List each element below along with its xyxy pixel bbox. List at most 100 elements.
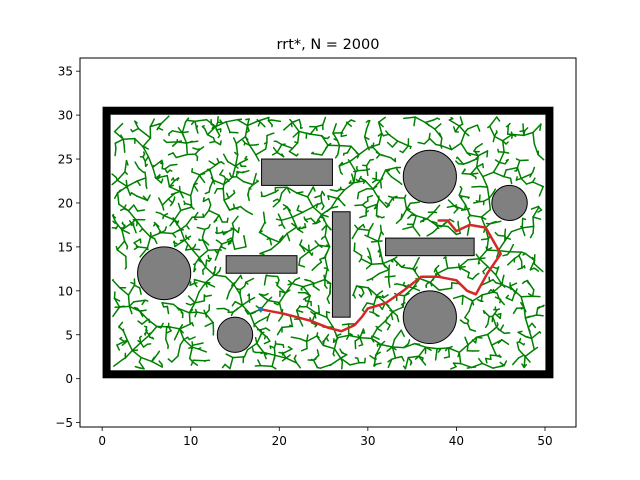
- tree-edge: [452, 294, 464, 300]
- tree-edge: [309, 125, 318, 135]
- tree-edge: [516, 159, 521, 169]
- tree-edge: [498, 354, 502, 358]
- tree-edge: [330, 357, 342, 366]
- tree-edge: [407, 355, 420, 359]
- tree-edge: [239, 158, 249, 164]
- tree-edge: [204, 241, 210, 246]
- tree-edge: [450, 365, 457, 370]
- tree-edge: [209, 140, 216, 144]
- tree-edge: [361, 287, 365, 294]
- tree-edge: [535, 268, 540, 272]
- tree-edge: [376, 319, 387, 330]
- tree-edge: [231, 300, 236, 307]
- tree-edge: [478, 258, 489, 268]
- tree-edge: [510, 227, 523, 233]
- tree-edge: [539, 123, 542, 131]
- tree-edge: [366, 194, 374, 198]
- tree-edge: [387, 195, 394, 199]
- tree-edge: [503, 169, 507, 178]
- tree-edge: [233, 227, 240, 234]
- tree-edge: [267, 119, 273, 126]
- tree-edge: [342, 203, 346, 207]
- tree-edge: [204, 321, 214, 328]
- tree-edge: [467, 217, 471, 224]
- tree-edge: [499, 324, 505, 332]
- tree-edge: [458, 259, 469, 268]
- tree-edge: [281, 357, 287, 362]
- tree-edge: [194, 211, 199, 218]
- tree-edge: [176, 140, 183, 143]
- tree-edge: [322, 256, 326, 260]
- tree-edge: [281, 143, 294, 150]
- tree-edge: [208, 204, 212, 212]
- tree-edge: [174, 190, 181, 194]
- tree-edge: [385, 130, 390, 136]
- tree-edge: [278, 314, 284, 322]
- tree-edge: [373, 294, 378, 306]
- tree-edge: [537, 153, 545, 161]
- tree-edge: [207, 248, 221, 252]
- tree-edge: [403, 194, 407, 199]
- tree-edge: [113, 297, 121, 308]
- tree-edge: [542, 304, 545, 308]
- tree-edge: [111, 173, 118, 179]
- tree-edge: [138, 167, 145, 174]
- tree-edge: [231, 283, 234, 287]
- tree-edge: [298, 318, 304, 327]
- tree-edge: [258, 221, 266, 234]
- tree-edge: [176, 221, 179, 226]
- tree-edge: [364, 234, 369, 238]
- tree-edge: [262, 211, 266, 224]
- tree-edge: [480, 280, 491, 286]
- tree-edge: [226, 217, 229, 223]
- tree-edge: [440, 137, 443, 147]
- x-tick-label: 20: [272, 434, 287, 448]
- tree-edge: [492, 188, 497, 194]
- tree-edge: [144, 325, 148, 328]
- tree-edge: [401, 302, 406, 306]
- tree-edge: [212, 179, 216, 185]
- tree-edge: [133, 284, 141, 289]
- tree-edge: [289, 315, 294, 328]
- tree-edge: [521, 217, 524, 229]
- markers: [258, 306, 264, 312]
- tree-edge: [530, 205, 540, 210]
- tree-edge: [198, 259, 204, 264]
- tree-edge: [378, 304, 384, 311]
- tree-edge: [174, 239, 186, 248]
- tree-edge: [461, 195, 470, 199]
- x-tick-label: 30: [360, 434, 375, 448]
- tree-edge: [208, 209, 220, 217]
- tree-edge: [194, 118, 208, 122]
- tree-edge: [524, 315, 531, 319]
- tree-edge: [276, 284, 287, 294]
- tree-edge: [111, 213, 115, 217]
- tree-edge: [402, 145, 410, 154]
- tree-edge: [219, 119, 223, 124]
- tree-edge: [496, 322, 499, 326]
- tree-edge: [368, 226, 372, 232]
- tree-edge: [208, 186, 211, 193]
- tree-edge: [274, 189, 279, 193]
- tree-edge: [118, 286, 130, 296]
- tree-edge: [209, 179, 214, 189]
- tree-edge: [306, 186, 314, 198]
- tree-edge: [532, 206, 540, 218]
- tree-edge: [466, 228, 470, 236]
- tree-edge: [381, 216, 385, 219]
- tree-edge: [315, 125, 318, 132]
- tree-edge: [356, 357, 360, 364]
- tree-edge: [480, 216, 487, 220]
- tree-edge: [366, 169, 369, 177]
- tree-edge: [359, 177, 366, 182]
- rrt-tree: [111, 115, 545, 370]
- circle-obstacle: [402, 290, 457, 345]
- tree-edge: [402, 294, 406, 308]
- tree-edge: [114, 141, 118, 145]
- tree-edge: [326, 293, 331, 300]
- tree-edge: [395, 262, 399, 267]
- tree-edge: [248, 144, 257, 156]
- tree-edge: [482, 265, 489, 273]
- tree-edge: [296, 191, 304, 194]
